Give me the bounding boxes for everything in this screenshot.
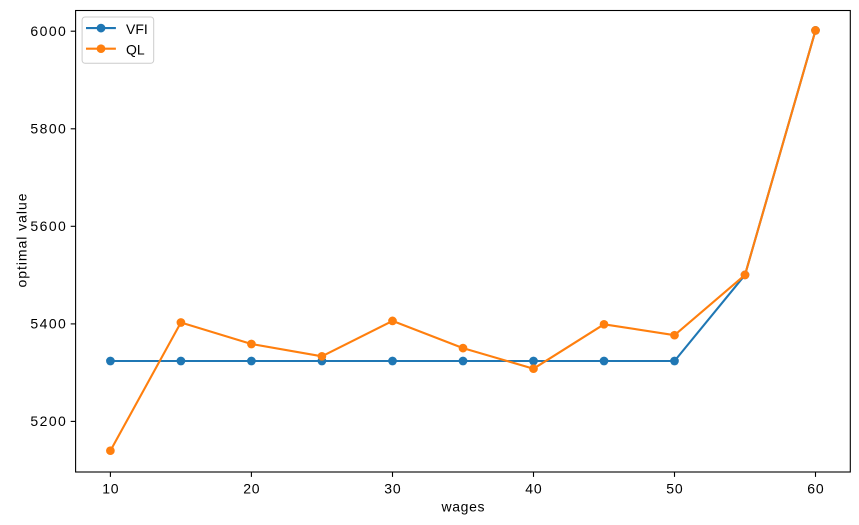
svg-text:50: 50 <box>666 481 683 497</box>
svg-text:QL: QL <box>126 41 145 57</box>
svg-text:5400: 5400 <box>30 316 67 332</box>
svg-text:optimal value: optimal value <box>14 193 30 288</box>
svg-text:10: 10 <box>102 481 119 497</box>
svg-text:60: 60 <box>807 481 824 497</box>
svg-text:30: 30 <box>384 481 401 497</box>
svg-text:VFI: VFI <box>126 21 148 37</box>
svg-text:5800: 5800 <box>30 121 67 137</box>
svg-text:20: 20 <box>243 481 260 497</box>
svg-text:wages: wages <box>440 499 485 515</box>
svg-text:6000: 6000 <box>30 23 67 39</box>
svg-text:40: 40 <box>525 481 542 497</box>
svg-text:5600: 5600 <box>30 218 67 234</box>
svg-text:5200: 5200 <box>30 413 67 429</box>
